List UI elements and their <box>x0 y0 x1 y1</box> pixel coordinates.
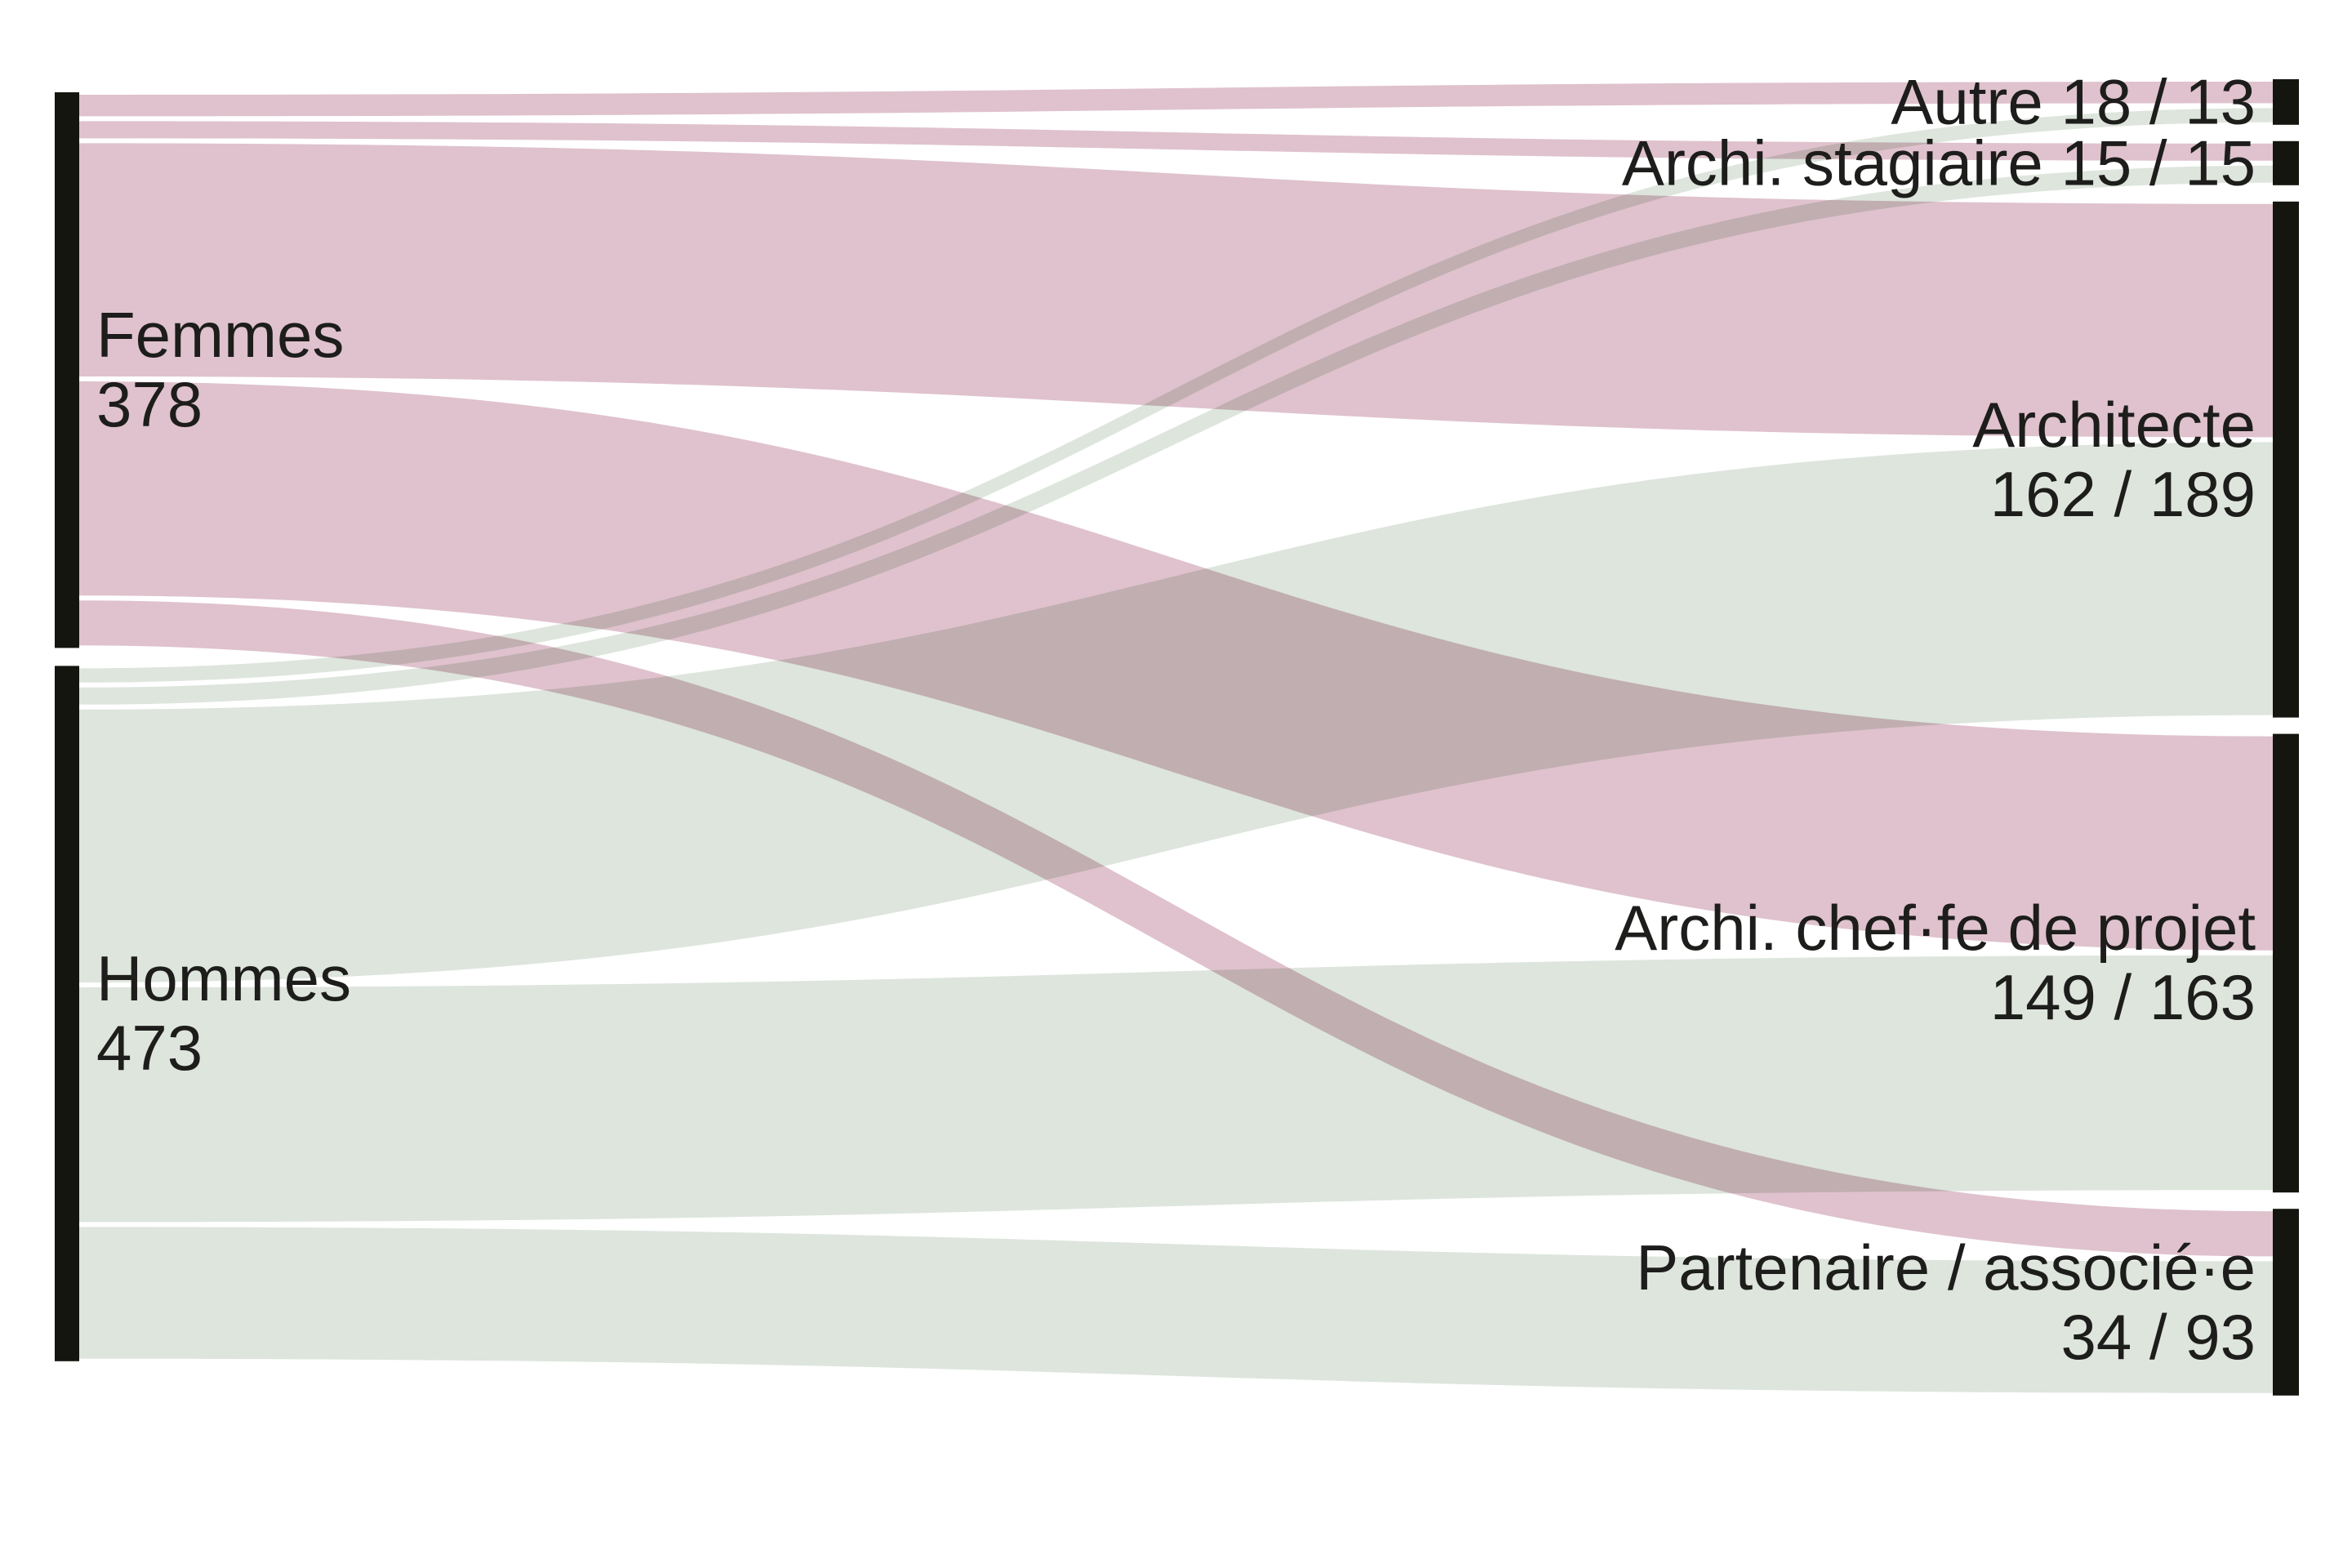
label-archi-chef-projet: Archi. chef·fe de projet 149 / 163 <box>1615 892 2256 1034</box>
flow-hommes-stagiaire <box>79 165 2273 705</box>
flow-hommes-autre <box>79 108 2273 683</box>
node-bar-femmes <box>55 92 79 648</box>
label-femmes: Femmes 378 <box>96 299 345 441</box>
node-bar-hommes <box>55 666 79 1361</box>
flow-hommes-architecte <box>79 442 2273 982</box>
flow-femmes-autre <box>79 82 2273 117</box>
node-bar-stagiaire <box>2273 140 2299 185</box>
flow-femmes-architecte <box>79 143 2273 438</box>
flow-femmes-stagiaire <box>79 121 2273 161</box>
node-bar-chef <box>2273 733 2299 1193</box>
label-hommes: Hommes 473 <box>96 942 352 1085</box>
node-bar-partenaire <box>2273 1209 2299 1396</box>
label-partenaire: Partenaire / associé·e 34 / 93 <box>1636 1231 2256 1373</box>
label-archi-stagiaire: Archi. stagiaire 15 / 15 <box>1621 127 2256 199</box>
flow-hommes-chef <box>79 955 2273 1223</box>
flow-femmes-partenaire <box>79 600 2273 1257</box>
node-bar-architecte <box>2273 201 2299 718</box>
node-bar-autre <box>2273 79 2299 125</box>
label-autre: Autre 18 / 13 <box>1891 65 2256 138</box>
label-architecte: Architecte 162 / 189 <box>1972 388 2256 530</box>
flow-hommes-partenaire <box>79 1227 2273 1393</box>
